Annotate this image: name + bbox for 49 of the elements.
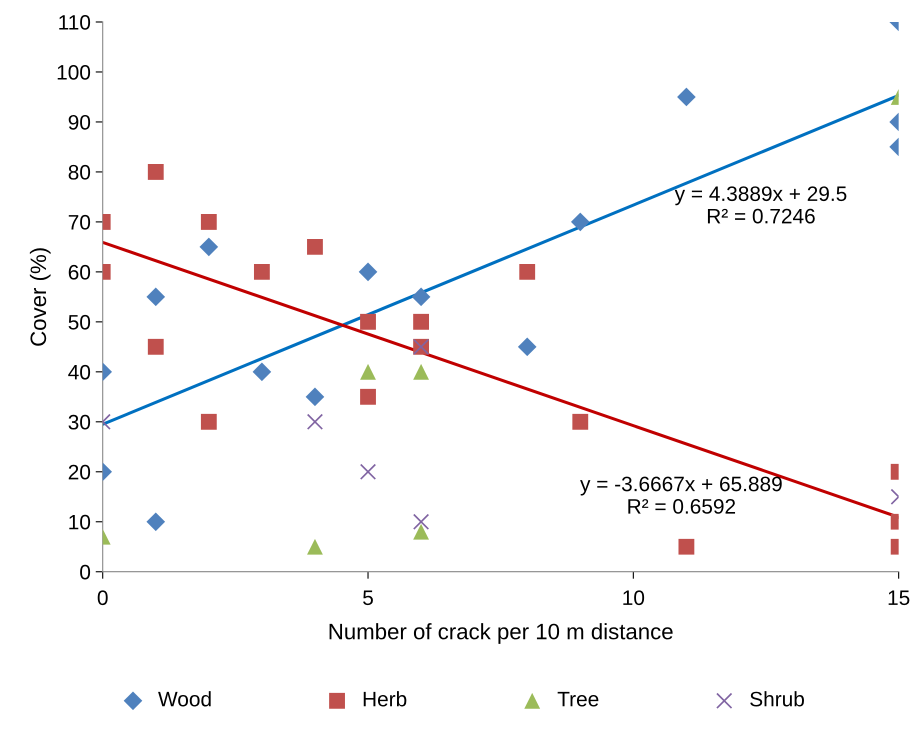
point: [146, 288, 166, 306]
y-tick-label: 70: [68, 214, 90, 230]
annotation: y = -3.6667x + 65.889 R² = 0.6592: [580, 476, 782, 514]
y-tick-label: 30: [68, 414, 90, 430]
legend-label: Herb: [364, 691, 406, 706]
point: [252, 362, 272, 382]
y-tick-label: 10: [69, 514, 90, 530]
x-tick-label: 0: [98, 590, 108, 606]
point: [148, 164, 164, 180]
y-tick-label: 60: [68, 264, 90, 280]
point: [360, 464, 376, 480]
point: [519, 264, 536, 280]
legend-label: Tree: [558, 692, 598, 706]
point: [307, 538, 323, 555]
point: [254, 264, 270, 280]
point: [360, 364, 376, 380]
y-tick-label: 90: [68, 114, 90, 130]
point: [146, 512, 166, 532]
point: [306, 414, 324, 430]
x-tick-label: 15: [888, 590, 910, 606]
y-tick-label: 0: [80, 564, 90, 580]
x-tick-label: 5: [363, 590, 373, 606]
y-tick-label: 100: [58, 64, 90, 80]
point: [360, 388, 376, 405]
point: [412, 514, 430, 530]
y-axis-title: Cover (%): [30, 248, 51, 346]
point: [358, 262, 378, 282]
y-tick-label: 40: [68, 364, 90, 380]
point: [200, 238, 218, 256]
point: [412, 288, 430, 306]
point: [360, 314, 376, 330]
point: [518, 338, 537, 356]
point: [200, 214, 217, 230]
y-tick-label: 20: [68, 464, 90, 480]
point: [200, 414, 217, 430]
x-axis-title: Number of crack per 10 m distance: [330, 623, 673, 644]
point: [307, 238, 323, 255]
point: [413, 314, 430, 330]
point: [413, 364, 430, 380]
y-tick-label: 80: [68, 164, 90, 180]
point: [148, 338, 164, 355]
y-tick-label: 110: [59, 14, 90, 30]
annotation: y = 4.3889x + 29.5 R² = 0.7246: [674, 186, 846, 224]
point: [306, 388, 324, 406]
legend-label: Wood: [158, 691, 211, 706]
x-tick-label: 10: [623, 590, 644, 606]
y-tick-label: 50: [68, 314, 90, 330]
point: [413, 524, 430, 540]
legend-label: Shrub: [750, 691, 804, 706]
